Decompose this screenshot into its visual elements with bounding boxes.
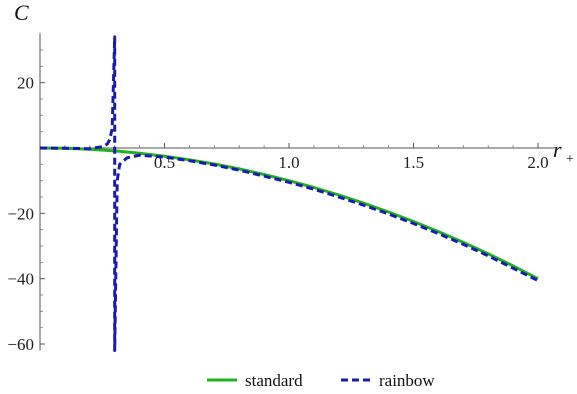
series-line-rainbow xyxy=(39,35,539,352)
x-tick-label: 1.0 xyxy=(278,153,299,172)
y-axis-title: C xyxy=(14,0,29,25)
axes xyxy=(39,32,555,351)
legend-label-standard: standard xyxy=(245,371,303,390)
x-tick-label: 1.5 xyxy=(403,153,424,172)
y-tick-label: 20 xyxy=(17,74,34,93)
y-tick-label: −60 xyxy=(7,335,34,354)
series-line-standard xyxy=(39,146,539,281)
y-tick-label: −40 xyxy=(7,270,34,289)
ticks: 0.5 1.0 1.5 2.020−20−40−60 xyxy=(7,49,549,354)
legend: standard rainbow xyxy=(207,371,435,390)
legend-label-rainbow: rainbow xyxy=(379,371,435,390)
y-tick-label: −20 xyxy=(7,204,34,223)
x-tick-label: 2.0 xyxy=(527,153,548,172)
x-axis-title: r xyxy=(553,137,562,162)
series-layer xyxy=(39,35,539,352)
x-axis-title-subscript: + xyxy=(566,152,574,167)
